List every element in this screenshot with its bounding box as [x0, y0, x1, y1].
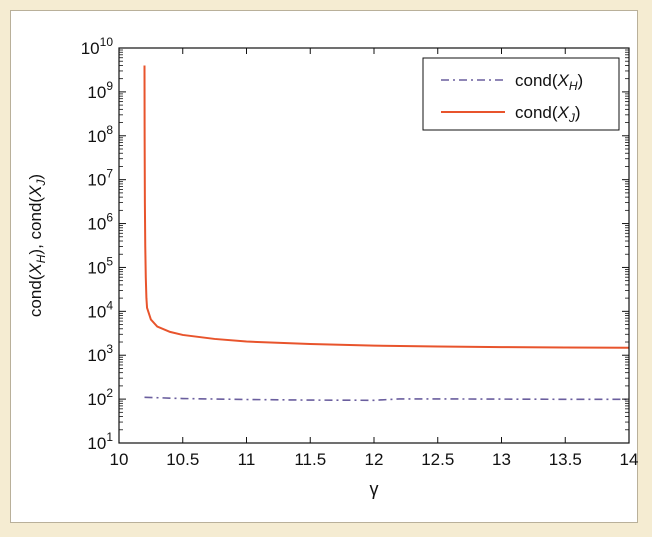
x-tick-label: 11.5 — [294, 450, 326, 469]
x-tick-label: 10 — [110, 450, 129, 469]
y-axis-label: cond(XH), cond(XJ) — [26, 174, 48, 317]
y-tick-label: 105 — [87, 254, 113, 277]
y-tick-label: 104 — [87, 298, 113, 321]
x-axis-label: γ — [370, 479, 379, 499]
chart-data-layer — [143, 65, 630, 402]
x-tick-label: 12.5 — [421, 450, 454, 469]
y-label-var-1: X — [26, 263, 45, 276]
x-tick-label: 13 — [492, 450, 511, 469]
y-tick-label: 103 — [87, 342, 113, 365]
legend-xh-prefix: cond( — [515, 71, 558, 90]
figure-panel: 10 10.5 11 11.5 12 12.5 13 13.5 14 101 102 103 104 10… — [10, 10, 638, 523]
chart-legend: cond(XH) cond(XJ) — [422, 57, 620, 131]
legend-label-cond-xj: cond(XJ) — [515, 103, 581, 125]
y-tick-label: 102 — [87, 386, 113, 409]
legend-xh-suffix: ) — [578, 71, 584, 90]
y-label-prefix: cond( — [26, 274, 45, 317]
x-tick-label: 10.5 — [166, 450, 199, 469]
series-line-cond-xh — [144, 396, 629, 402]
legend-xj-suffix: ) — [575, 103, 581, 122]
y-label-mid: ), cond( — [26, 197, 45, 255]
legend-xh-var: X — [557, 71, 570, 90]
series-line-cond-xj — [143, 65, 630, 349]
x-tick-label: 14 — [620, 450, 639, 469]
line-chart: 10 10.5 11 11.5 12 12.5 13 13.5 14 101 102 103 104 10… — [26, 35, 639, 499]
legend-box — [422, 57, 620, 131]
legend-xj-sub: J — [568, 111, 576, 125]
x-tick-label: 11 — [238, 450, 256, 469]
legend-xh-sub: H — [569, 79, 578, 93]
y-tick-label: 1010 — [81, 35, 114, 58]
y-label-suffix: ) — [26, 174, 45, 180]
y-tick-label: 109 — [87, 79, 113, 102]
y-label-sub-1: H — [34, 254, 48, 263]
y-label-sub-2: J — [34, 179, 48, 187]
y-tick-label: 108 — [87, 123, 113, 146]
x-tick-label: 13.5 — [549, 450, 582, 469]
y-tick-label: 101 — [87, 430, 113, 453]
y-label-var-2: X — [26, 185, 45, 198]
legend-label-cond-xh: cond(XH) — [515, 71, 583, 93]
x-tick-label: 12 — [365, 450, 384, 469]
y-tick-label: 106 — [87, 211, 113, 234]
legend-xj-prefix: cond( — [515, 103, 558, 122]
y-tick-label: 107 — [87, 167, 113, 190]
legend-xj-var: X — [557, 103, 570, 122]
chart-axes: 10 10.5 11 11.5 12 12.5 13 13.5 14 101 102 103 104 10… — [81, 35, 639, 469]
